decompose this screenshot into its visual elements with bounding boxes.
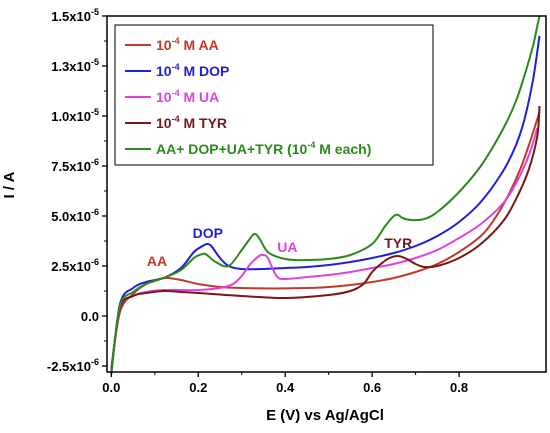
y-tick-label: 7.5x10-6 — [51, 157, 99, 174]
x-tick-label: 0.6 — [363, 380, 381, 395]
y-tick-label: 1.3x10-5 — [51, 57, 99, 74]
series-line-4 — [110, 105, 541, 371]
legend-box — [114, 24, 434, 166]
y-tick-label: -2.5x10-6 — [47, 357, 99, 374]
x-tick-label: 0.2 — [189, 380, 207, 395]
y-axis: -2.5x10-6 0.0 2.5x10-6 5.0x10-6 7.5x10-6 1.0x… — [47, 7, 107, 374]
legend-label-3: 10-4 M UA — [156, 88, 219, 105]
legend-label-5: AA+ DOP+UA+TYR (10-4 M each) — [156, 140, 371, 157]
y-tick-label: 5.0x10-6 — [51, 207, 99, 224]
series-line-3 — [110, 127, 539, 371]
legend: 10-4 M AA 10-4 M DOP 10-4 M UA 10-4 M TYR AA… — [114, 24, 434, 166]
series-layer — [110, 15, 541, 375]
legend-label-4: 10-4 M TYR — [156, 114, 227, 131]
legend-label-2: 10-4 M DOP — [156, 62, 229, 79]
y-tick-label: 1.5x10-5 — [51, 7, 99, 24]
x-tick-label: 0.8 — [450, 380, 468, 395]
peak-label-aa: AA — [147, 253, 167, 269]
y-tick-label: 0.0 — [81, 309, 99, 324]
peak-label-tyr: TYR — [384, 235, 412, 251]
peak-label-ua: UA — [277, 239, 297, 255]
plot-frame — [106, 15, 547, 373]
y-axis-label: I / A — [1, 171, 18, 198]
x-tick-label: 0.0 — [102, 380, 120, 395]
x-axis-label: E (V) vs Ag/AgCl — [266, 407, 384, 424]
x-axis: 0.0 0.2 0.4 0.6 0.8 — [102, 372, 468, 395]
annotation-layer: AA DOP UA TYR — [147, 225, 412, 269]
y-tick-label: 1.0x10-5 — [51, 107, 99, 124]
peak-label-dop: DOP — [193, 225, 223, 241]
legend-label-1: 10-4 M AA — [156, 36, 219, 53]
y-tick-label: 2.5x10-6 — [51, 257, 99, 274]
series-line-5 — [110, 15, 541, 373]
x-tick-label: 0.4 — [276, 380, 295, 395]
